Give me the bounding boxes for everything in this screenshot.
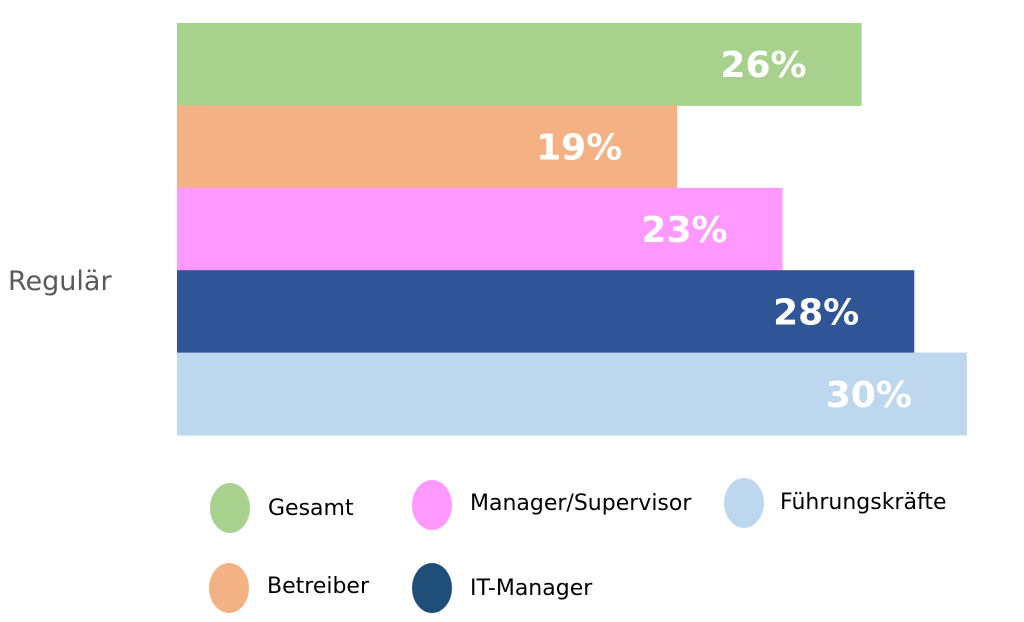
legend-marker bbox=[209, 563, 249, 613]
legend-label: Führungskräfte bbox=[780, 490, 946, 515]
bar-value-label: 23% bbox=[641, 210, 727, 251]
legend-marker bbox=[412, 480, 452, 530]
bar-it-manager bbox=[177, 270, 915, 354]
category-label: Regulär bbox=[8, 266, 112, 297]
bar-value-label: 30% bbox=[826, 375, 912, 416]
legend-marker bbox=[412, 563, 452, 613]
bar-manager-supervisor bbox=[177, 187, 783, 271]
legend-marker bbox=[210, 483, 250, 533]
bars-group: 26% 19% 23% 28% 30% bbox=[177, 23, 967, 436]
legend-label: IT-Manager bbox=[470, 576, 593, 601]
bar-gesamt bbox=[177, 23, 862, 106]
legend: Gesamt Manager/Supervisor Führungskräfte Be… bbox=[209, 478, 946, 613]
legend-label: Gesamt bbox=[268, 496, 354, 521]
bar-value-label: 28% bbox=[773, 292, 859, 333]
bar-f-hrungskr-fte bbox=[177, 352, 967, 436]
bar-value-label: 19% bbox=[536, 128, 622, 169]
legend-marker bbox=[724, 478, 764, 528]
legend-label: Manager/Supervisor bbox=[470, 491, 692, 516]
bar-betreiber bbox=[177, 105, 678, 189]
legend-label: Betreiber bbox=[267, 574, 370, 599]
bar-value-label: 26% bbox=[720, 45, 806, 86]
